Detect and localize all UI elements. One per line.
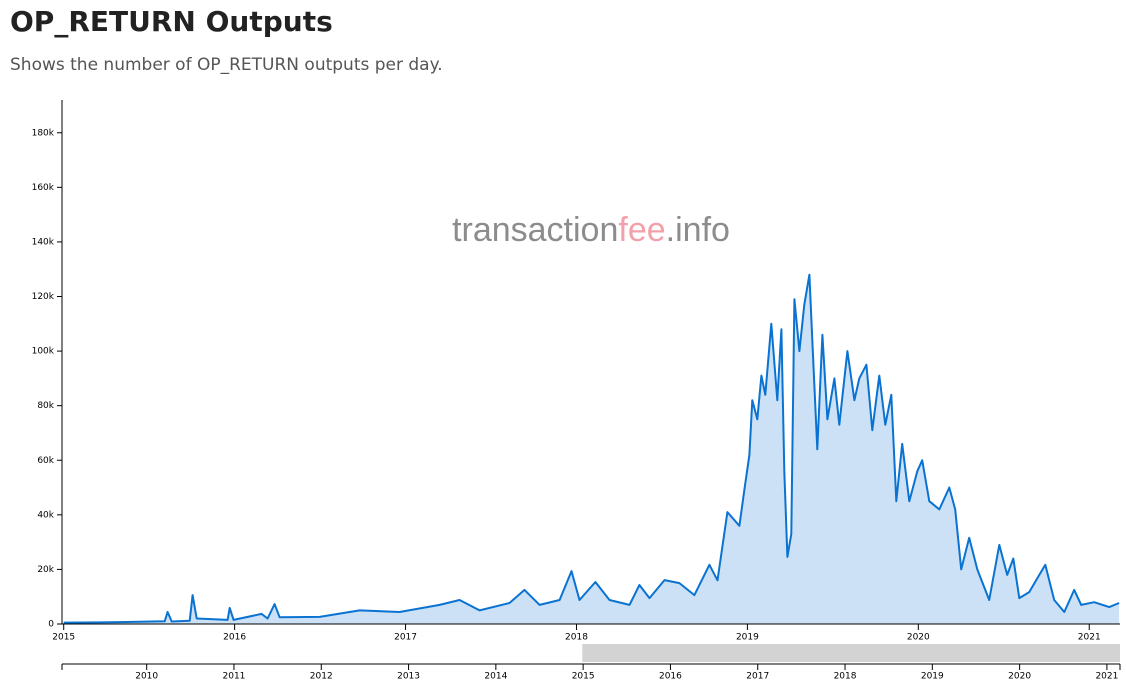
navigator-tick-label: 2013: [397, 672, 420, 682]
x-tick-label: 2016: [223, 633, 246, 643]
x-tick-label: 2015: [52, 633, 75, 643]
navigator-tick-label: 2014: [484, 672, 507, 682]
watermark-part: transaction: [452, 211, 618, 249]
navigator-tick-label: 2010: [135, 672, 158, 682]
navigator-tick-label: 2018: [834, 672, 857, 682]
x-tick-label: 2017: [394, 633, 417, 643]
navigator-tick-label: 2020: [1008, 672, 1031, 682]
y-tick-label: 80k: [37, 401, 54, 411]
navigator-tick-label: 2011: [223, 672, 246, 682]
y-tick-label: 160k: [32, 183, 55, 193]
y-tick-label: 0: [48, 620, 54, 630]
x-tick-label: 2021: [1078, 633, 1101, 643]
y-tick-label: 100k: [32, 347, 55, 357]
y-tick-label: 20k: [37, 565, 54, 575]
watermark: transactionfee.info: [452, 211, 730, 249]
y-tick-label: 140k: [32, 237, 55, 247]
area: [63, 274, 1120, 624]
y-tick-label: 120k: [32, 292, 55, 302]
navigator-tick-label: 2021: [1095, 672, 1118, 682]
watermark-part: .info: [666, 211, 730, 249]
x-tick-label: 2018: [565, 633, 588, 643]
chart-title: OP_RETURN Outputs: [10, 5, 333, 38]
x-tick-label: 2020: [907, 633, 930, 643]
line: [63, 273, 1120, 624]
watermark-part: fee: [618, 211, 665, 249]
y-tick-label: 180k: [32, 128, 55, 138]
navigator-tick-label: 2012: [310, 672, 333, 682]
navigator-tick-label: 2015: [572, 672, 595, 682]
navigator-tick-label: 2016: [659, 672, 682, 682]
y-tick-label: 60k: [37, 456, 54, 466]
x-tick-label: 2019: [736, 633, 759, 643]
navigator-tick-label: 2017: [746, 672, 769, 682]
y-tick-label: 40k: [37, 510, 54, 520]
navigator-selection[interactable]: [582, 644, 1120, 662]
navigator-tick-label: 2019: [921, 672, 944, 682]
chart-subtitle: Shows the number of OP_RETURN outputs pe…: [10, 55, 443, 75]
